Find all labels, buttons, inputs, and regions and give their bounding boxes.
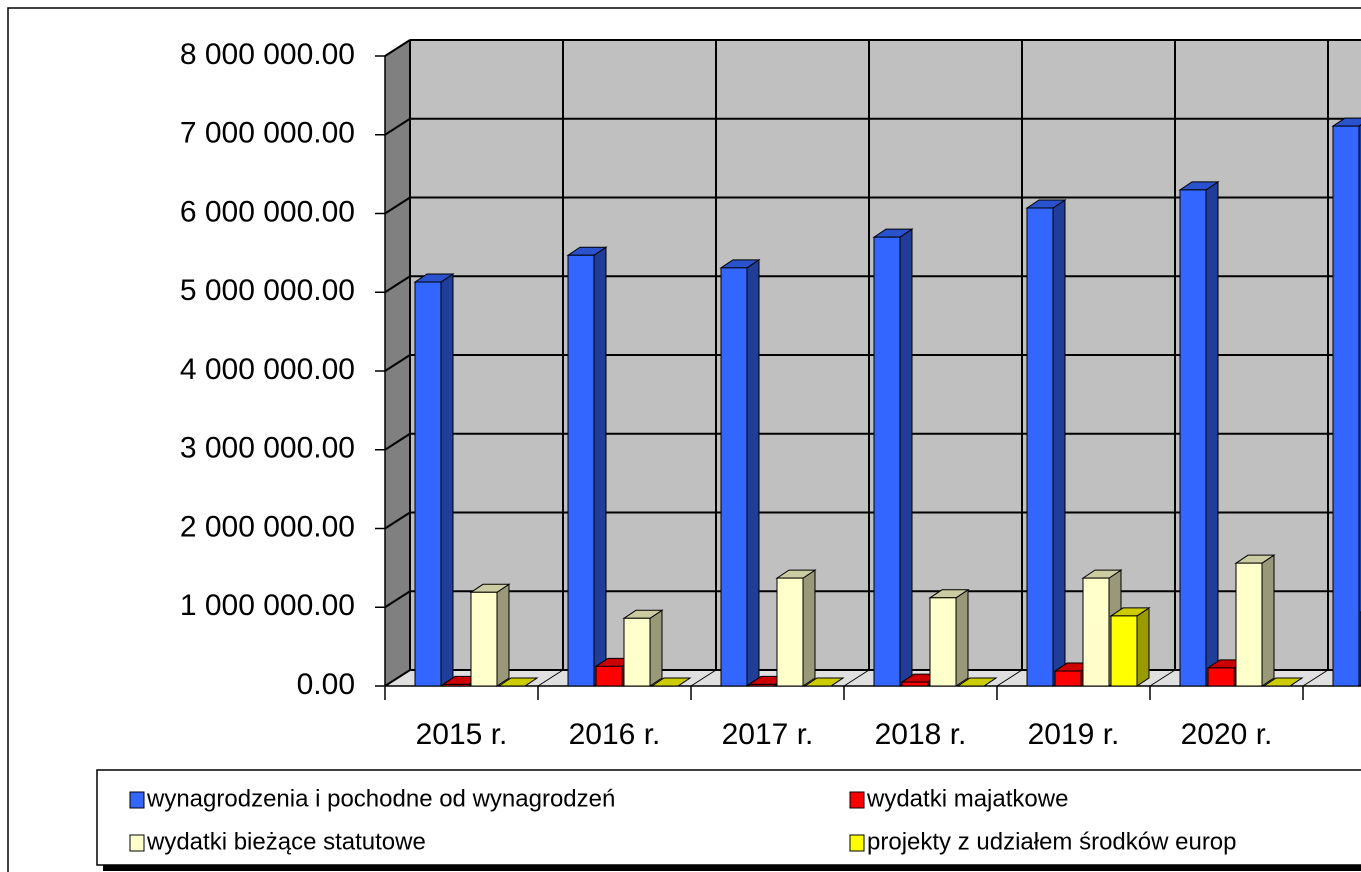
bar bbox=[873, 236, 901, 687]
bar bbox=[1332, 125, 1360, 687]
bar-side bbox=[649, 609, 663, 687]
bar bbox=[776, 577, 804, 687]
grid-line-side bbox=[384, 354, 411, 372]
bar-top bbox=[1262, 677, 1304, 687]
x-tick-label: 2018 r. bbox=[875, 718, 967, 751]
bar-side bbox=[1052, 199, 1066, 687]
y-tick-label: 7 000 000.00 bbox=[180, 117, 355, 150]
x-tick-label: 2019 r. bbox=[1028, 718, 1120, 751]
x-tick-label: 2017 r. bbox=[722, 718, 814, 751]
legend-swatch bbox=[129, 791, 145, 809]
bar-side bbox=[593, 246, 607, 687]
bar-side bbox=[496, 583, 510, 687]
floor-divider bbox=[690, 669, 717, 687]
bar bbox=[720, 267, 748, 687]
bar bbox=[1179, 189, 1207, 687]
grid-line-side bbox=[384, 590, 411, 609]
grid-line-side bbox=[384, 39, 411, 57]
floor-divider bbox=[1149, 669, 1176, 687]
bar bbox=[748, 683, 776, 687]
bar bbox=[623, 617, 651, 687]
legend-swatch bbox=[129, 834, 145, 852]
legend-swatch bbox=[849, 791, 865, 809]
floor-divider bbox=[996, 669, 1023, 687]
legend-label: wydatki majatkowe bbox=[866, 785, 1068, 812]
bar bbox=[595, 665, 623, 687]
y-tick-label: 1 000 000.00 bbox=[180, 589, 355, 622]
bar bbox=[470, 591, 498, 687]
bar bbox=[1082, 577, 1110, 687]
bar bbox=[442, 683, 470, 687]
bar-side bbox=[802, 569, 816, 687]
y-tick-label: 3 000 000.00 bbox=[180, 432, 355, 465]
bar-top bbox=[650, 677, 692, 687]
grid-line-side bbox=[384, 275, 411, 294]
bar-side bbox=[1136, 606, 1150, 687]
floor-divider bbox=[843, 669, 870, 687]
legend-swatch bbox=[849, 834, 865, 852]
grid-line-side bbox=[384, 196, 411, 215]
bar bbox=[1235, 562, 1263, 687]
bar-side bbox=[1261, 554, 1275, 687]
floor-divider bbox=[537, 669, 564, 687]
bar bbox=[414, 281, 442, 687]
bar-side bbox=[899, 228, 913, 687]
legend bbox=[96, 769, 1361, 866]
y-tick-label: 2 000 000.00 bbox=[180, 510, 355, 543]
bar-top bbox=[497, 677, 539, 687]
bar bbox=[1026, 207, 1054, 687]
y-tick-label: 6 000 000.00 bbox=[180, 195, 355, 228]
bar bbox=[929, 597, 957, 687]
x-tick-label: 2015 r. bbox=[416, 718, 508, 751]
y-tick-label: 0.00 bbox=[297, 668, 355, 701]
bar bbox=[567, 254, 595, 687]
grid-line-side bbox=[384, 117, 411, 136]
grid-line-side bbox=[384, 511, 411, 530]
bar-side bbox=[1205, 180, 1219, 687]
bar bbox=[901, 681, 929, 687]
bar-side bbox=[440, 273, 454, 687]
y-tick-label: 5 000 000.00 bbox=[180, 274, 355, 307]
bar bbox=[1110, 615, 1138, 687]
bar bbox=[1207, 667, 1235, 687]
legend-label: projekty z udziałem środków europ bbox=[867, 828, 1237, 855]
bar bbox=[1054, 670, 1082, 687]
x-tick-label: 2020 r. bbox=[1181, 718, 1273, 751]
floor-divider bbox=[1302, 669, 1329, 687]
bar-top bbox=[956, 677, 998, 687]
y-tick-label: 4 000 000.00 bbox=[180, 353, 355, 386]
floor-divider bbox=[384, 669, 411, 687]
y-tick-label: 8 000 000.00 bbox=[180, 38, 355, 71]
legend-label: wynagrodzenia i pochodne od wynagrodzeń bbox=[146, 785, 615, 812]
grid-line-side bbox=[384, 432, 411, 451]
legend-label: wydatki bieżące statutowe bbox=[146, 828, 426, 855]
bar-top bbox=[803, 677, 845, 687]
bar-side bbox=[955, 588, 969, 687]
bar-side bbox=[746, 258, 760, 687]
x-tick-label: 2016 r. bbox=[569, 718, 661, 751]
